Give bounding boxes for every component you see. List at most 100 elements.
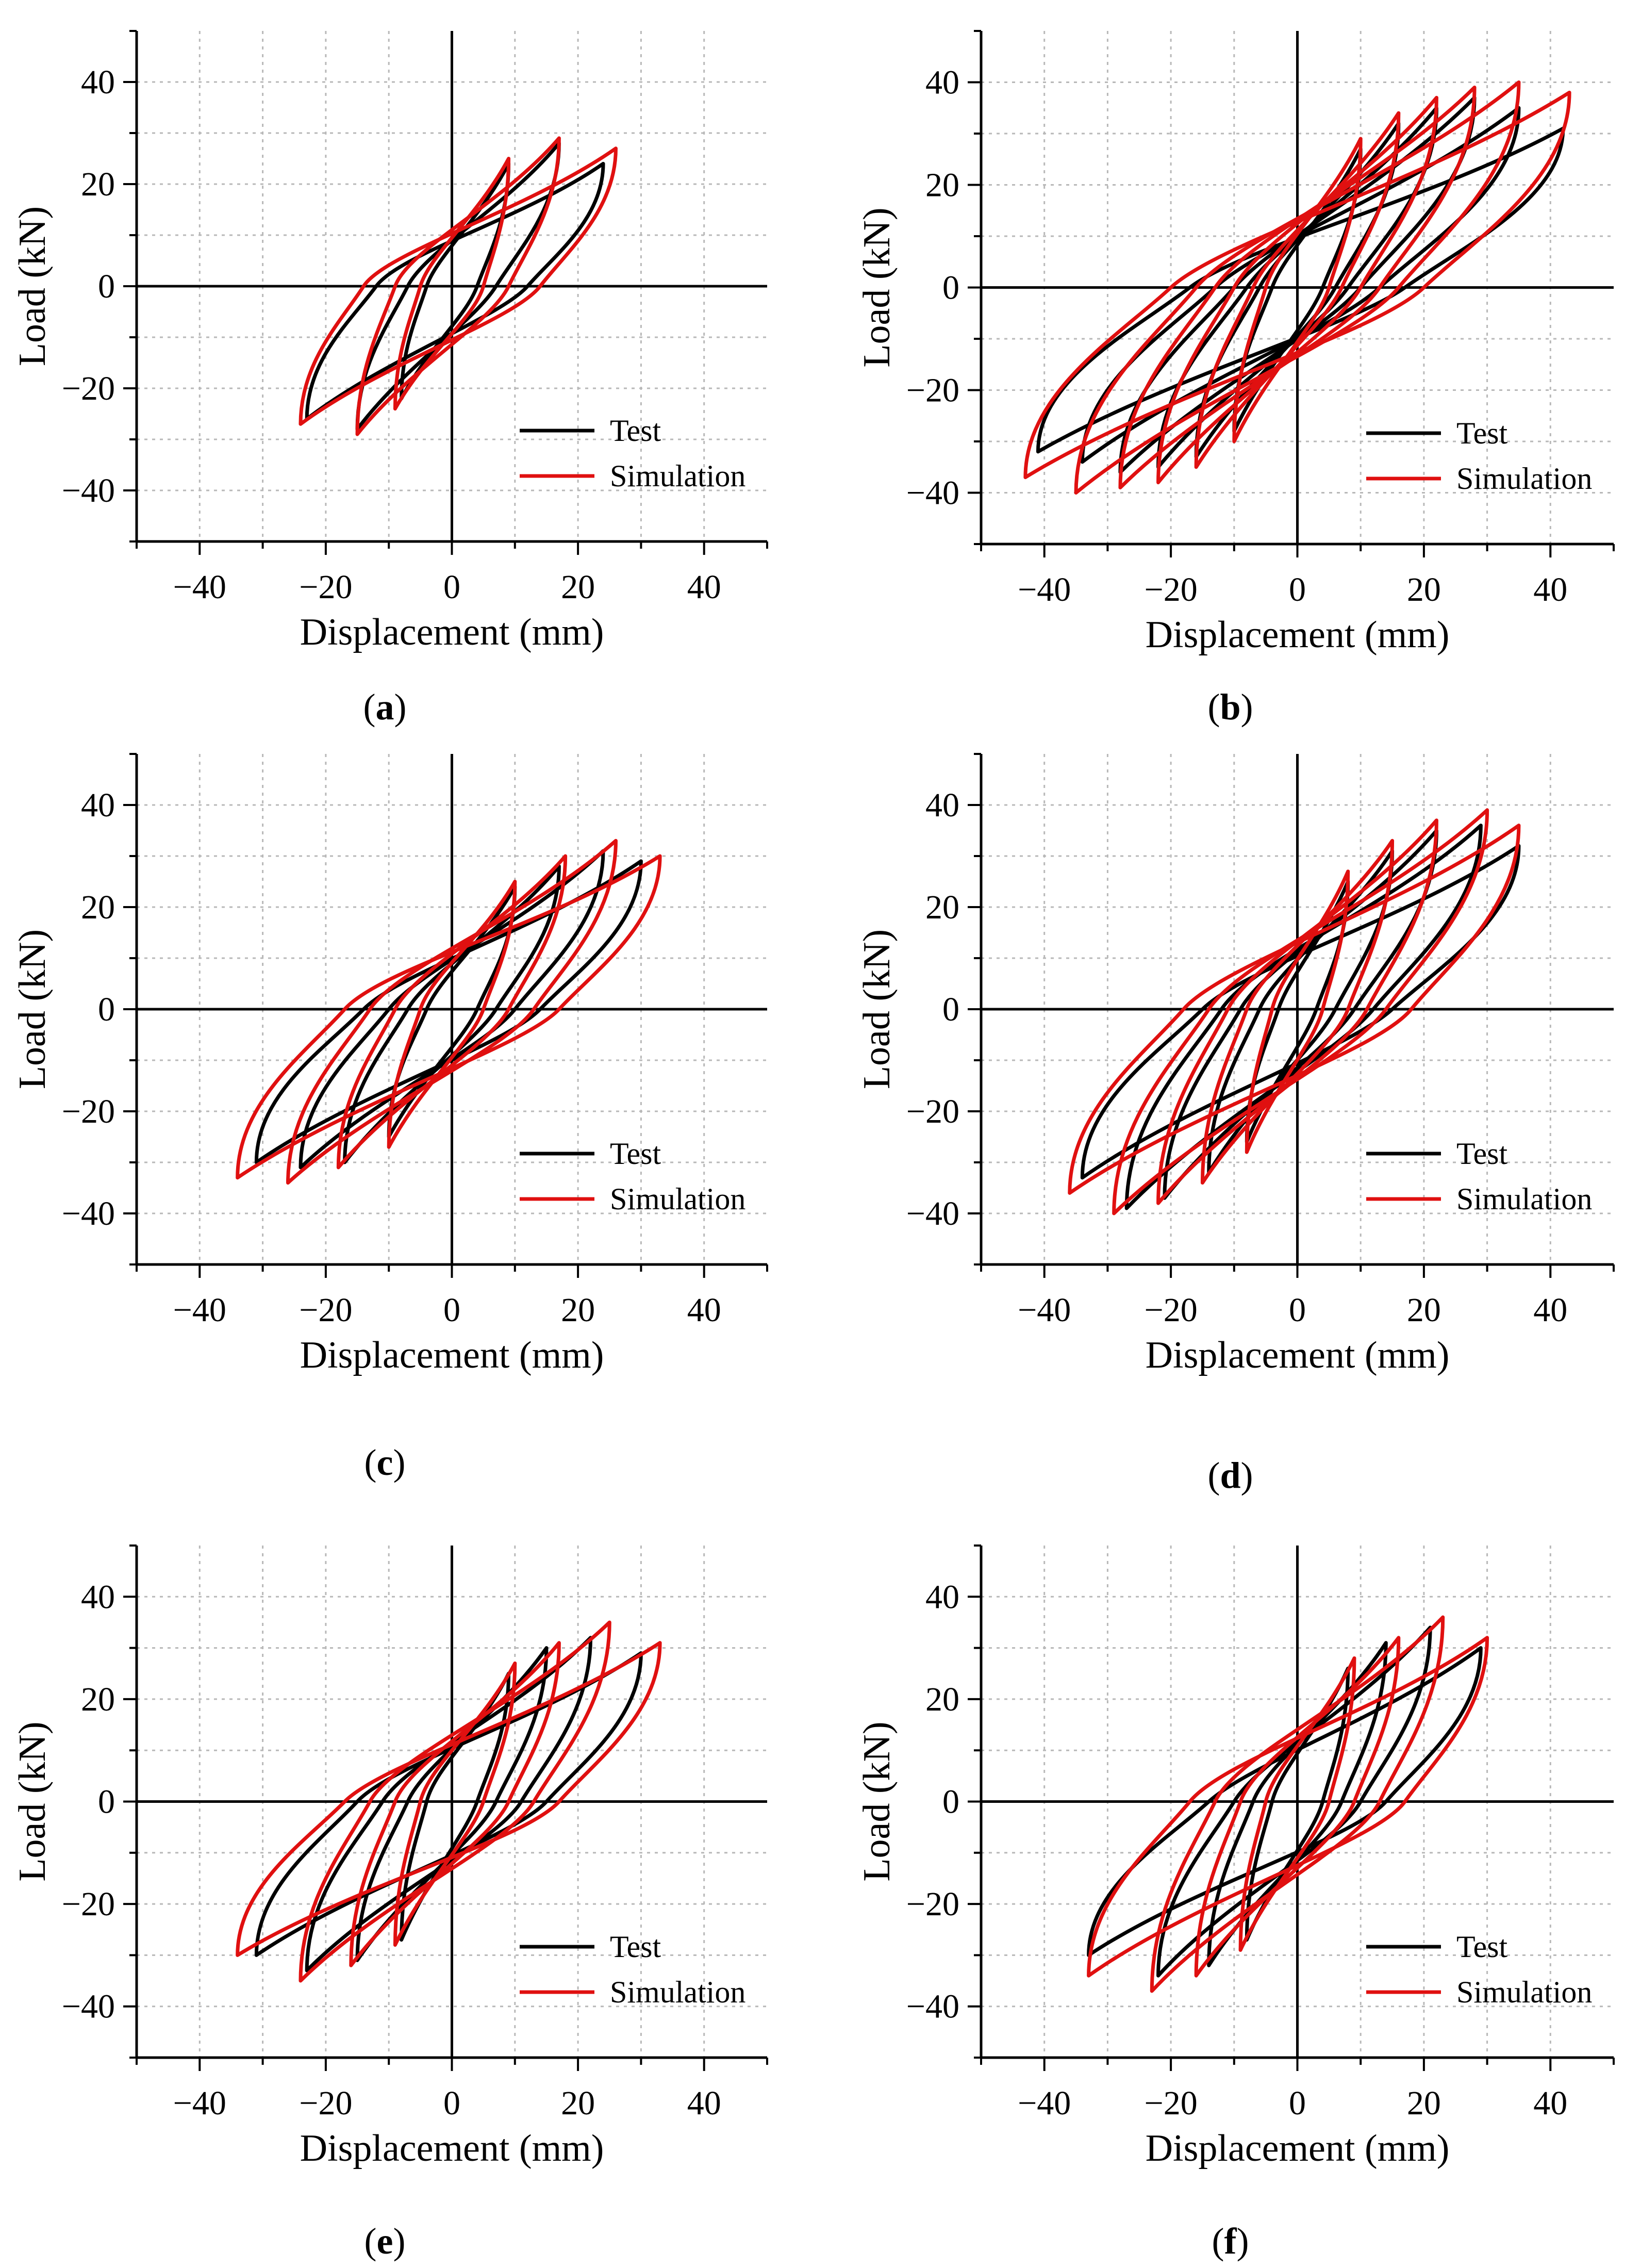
caption-letter: b — [1220, 686, 1240, 728]
y-tick-label: 40 — [81, 63, 115, 101]
caption-close-paren: ) — [1236, 2221, 1249, 2262]
y-tick-label: −20 — [62, 370, 115, 407]
series-simulation — [299, 136, 618, 436]
x-tick-label: 40 — [687, 1291, 721, 1329]
hysteresis-loop-simulation — [1194, 111, 1401, 469]
caption-close-paren: ) — [393, 2221, 405, 2262]
x-tick-label: 40 — [687, 2084, 721, 2122]
y-tick-label: 0 — [942, 269, 959, 307]
hysteresis-loop-simulation — [387, 880, 517, 1149]
hysteresis-loop-simulation — [1074, 80, 1521, 495]
x-tick-label: 20 — [1407, 1291, 1441, 1329]
hysteresis-loop-test — [1036, 126, 1565, 454]
hysteresis-loop-simulation — [1087, 1636, 1489, 1978]
x-tick-label: 20 — [1407, 571, 1441, 609]
hysteresis-loop-test — [305, 161, 605, 421]
caption-close-paren: ) — [394, 686, 407, 728]
x-axis-title: Displacement (mm) — [1146, 1334, 1450, 1376]
y-tick-label: −40 — [62, 1195, 115, 1232]
legend-label-test: Test — [610, 1137, 661, 1171]
x-tick-label: −20 — [299, 1291, 352, 1329]
x-tick-label: −20 — [299, 568, 352, 606]
x-tick-label: −40 — [173, 568, 226, 606]
caption-close-paren: ) — [1241, 1455, 1253, 1496]
series-simulation — [236, 839, 662, 1185]
y-tick-label: 20 — [81, 889, 115, 926]
legend-label-simulation: Simulation — [1456, 1975, 1592, 2009]
hysteresis-loop-simulation — [1245, 869, 1350, 1154]
legend-label-test: Test — [1456, 1930, 1507, 1964]
series-test — [254, 1636, 643, 1973]
caption-close-paren: ) — [393, 1442, 405, 1483]
hysteresis-loop-test — [254, 1651, 643, 1957]
hysteresis-loop-test — [400, 1671, 511, 1942]
x-tick-label: −40 — [1018, 1291, 1071, 1329]
legend-label-simulation: Simulation — [610, 459, 745, 493]
caption-letter: c — [377, 1442, 393, 1483]
panel-d: −40 −20 0 20 40 −40 −20 0 20 40 Displacement (mm) L… — [856, 753, 1615, 1496]
x-axis-title: Displacement (mm) — [300, 1334, 604, 1376]
y-tick-label: −20 — [906, 372, 959, 409]
panel-f: −40 −20 0 20 40 −40 −20 0 20 40 Displacement (mm) L… — [856, 1544, 1615, 2262]
x-tick-label: −20 — [1144, 2084, 1197, 2122]
hysteresis-loop-test — [355, 1646, 549, 1962]
series-test — [1080, 824, 1521, 1210]
panel-caption: (b) — [1207, 686, 1253, 728]
y-tick-label: −40 — [62, 1988, 115, 2026]
y-tick-label: 20 — [925, 167, 959, 204]
y-tick-label: 40 — [81, 1578, 115, 1616]
hysteresis-loop-test — [1156, 1625, 1432, 1978]
y-axis-title: Load (kN) — [856, 207, 898, 367]
y-tick-label: −40 — [906, 1988, 959, 2026]
x-tick-label: 0 — [443, 1291, 460, 1329]
y-axis-title: Load (kN) — [856, 929, 898, 1089]
y-tick-label: −20 — [906, 1093, 959, 1130]
x-tick-label: 0 — [443, 2084, 460, 2122]
legend-label-test: Test — [1456, 1137, 1507, 1171]
x-tick-label: 20 — [561, 1291, 595, 1329]
x-tick-label: 20 — [561, 568, 595, 606]
x-tick-label: −40 — [173, 1291, 226, 1329]
y-tick-label: 0 — [942, 991, 959, 1028]
hysteresis-loop-simulation — [1156, 818, 1438, 1205]
hysteresis-loop-simulation — [1200, 839, 1395, 1185]
x-axis-title: Displacement (mm) — [300, 2127, 604, 2170]
hysteresis-loop-simulation — [1068, 824, 1521, 1195]
x-tick-label: 40 — [1533, 1291, 1567, 1329]
y-axis-title: Load (kN) — [11, 929, 54, 1089]
hysteresis-loop-simulation — [1150, 1615, 1445, 1993]
y-tick-label: −40 — [62, 472, 115, 510]
x-tick-label: 0 — [1289, 1291, 1306, 1329]
legend-label-simulation: Simulation — [1456, 1182, 1592, 1216]
hysteresis-loop-simulation — [1194, 1636, 1401, 1978]
y-axis-title: Load (kN) — [11, 1721, 54, 1881]
y-tick-label: 0 — [98, 1783, 115, 1821]
panel-a: −40 −20 0 20 40 −40 −20 0 20 40 Displacement (mm) L… — [11, 30, 768, 728]
x-tick-label: −40 — [173, 2084, 226, 2122]
hysteresis-loop-simulation — [336, 854, 568, 1170]
hysteresis-loop-simulation — [299, 146, 618, 426]
y-tick-label: 20 — [81, 166, 115, 203]
hysteresis-loop-test — [1080, 106, 1521, 464]
x-axis-title: Displacement (mm) — [300, 611, 604, 653]
x-tick-label: 40 — [1533, 571, 1567, 609]
hysteresis-loop-simulation — [393, 1661, 517, 1947]
caption-open-paren: ( — [364, 1442, 377, 1483]
hysteresis-loop-simulation — [236, 1641, 662, 1957]
legend-label-test: Test — [1456, 416, 1507, 450]
series-simulation — [236, 1620, 662, 1983]
x-tick-label: −40 — [1018, 2084, 1071, 2122]
y-tick-label: 0 — [98, 991, 115, 1028]
y-axis-title: Load (kN) — [11, 206, 54, 366]
x-tick-label: 40 — [1533, 2084, 1567, 2122]
y-tick-label: −20 — [62, 1093, 115, 1130]
hysteresis-loop-simulation — [393, 157, 511, 411]
y-tick-label: 0 — [98, 268, 115, 305]
x-axis-title: Displacement (mm) — [1146, 614, 1450, 656]
series-simulation — [1023, 80, 1571, 495]
panel-caption: (d) — [1207, 1455, 1253, 1496]
x-axis-title: Displacement (mm) — [1146, 2127, 1450, 2170]
series-simulation — [1087, 1615, 1489, 1993]
y-tick-label: 0 — [942, 1783, 959, 1821]
hysteresis-loop-simulation — [1238, 1656, 1356, 1952]
